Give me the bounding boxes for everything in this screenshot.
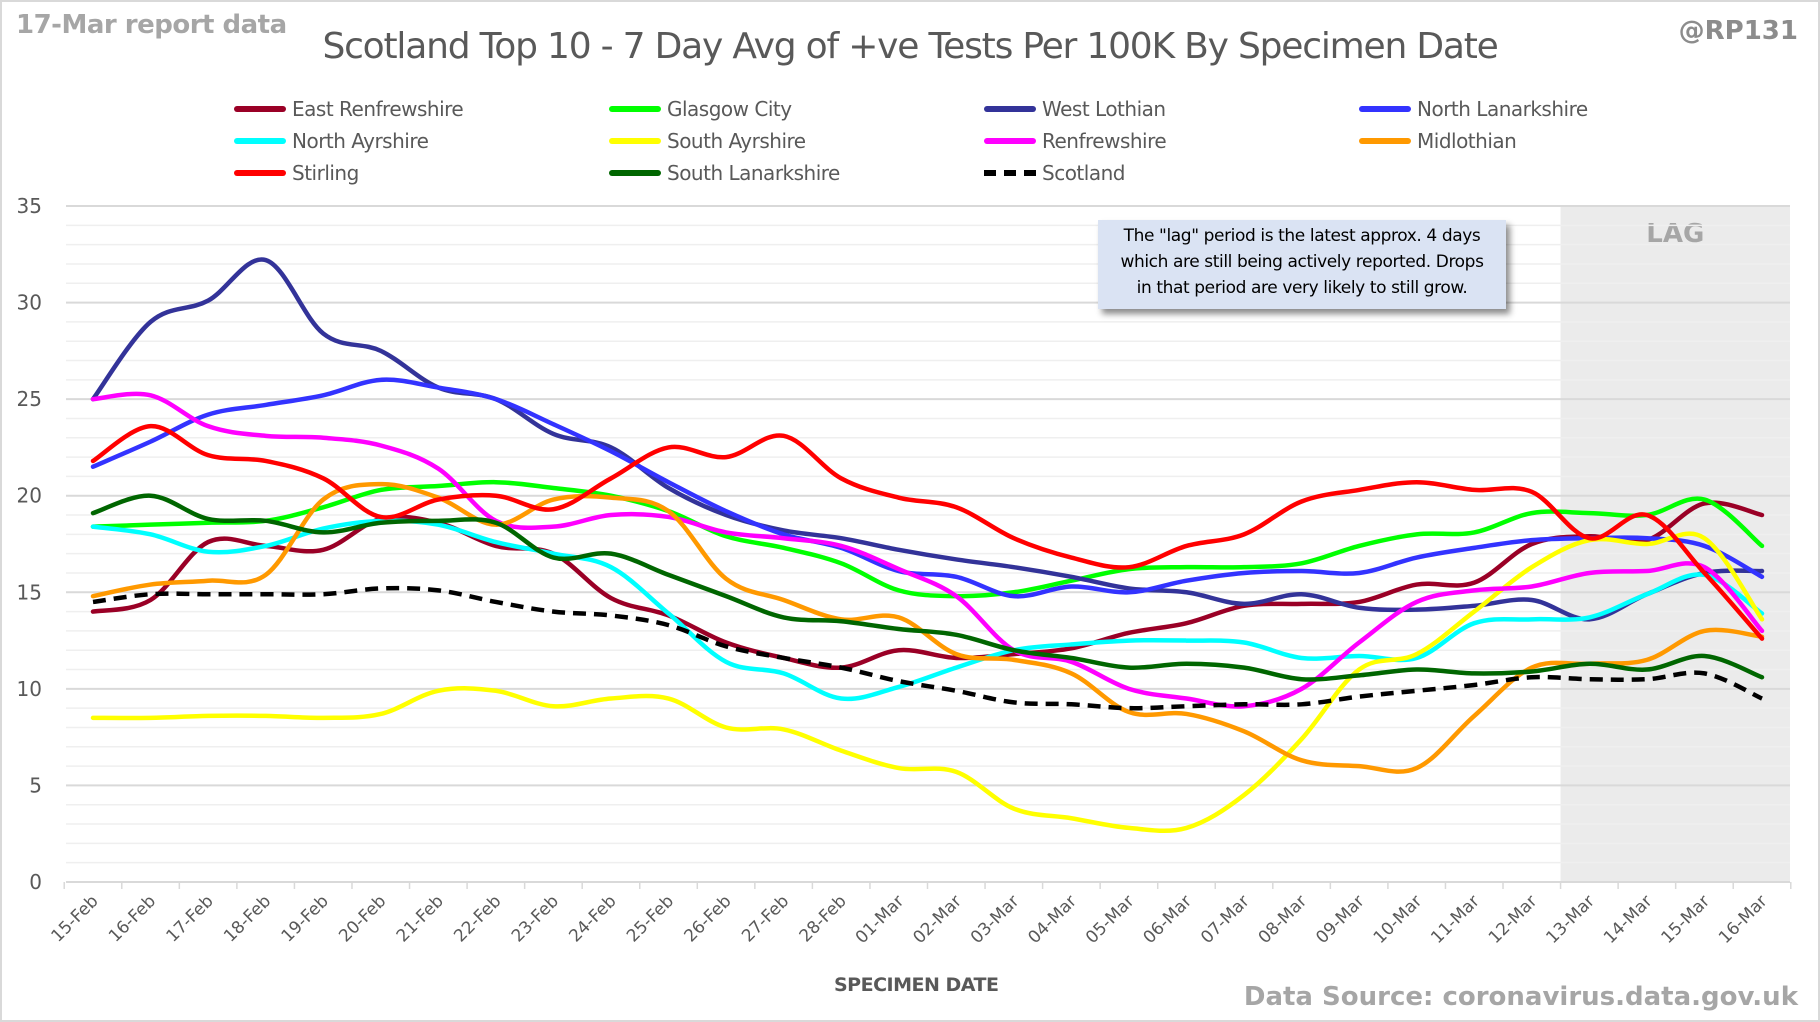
series-line-renfrewshire [90,391,1765,709]
x-tick-label: 08-Mar [1255,891,1311,947]
x-tick-label: 06-Mar [1140,891,1196,947]
y-tick-label: 25 [17,387,42,411]
legend-label: Midlothian [1417,129,1517,153]
x-tick-label: 04-Mar [1024,891,1080,947]
series-line-north-lanarkshire [90,377,1765,599]
legend-label: Scotland [1042,161,1125,185]
legend-label: Stirling [292,161,359,185]
legend-label: East Renfrewshire [292,97,464,121]
x-tick-label: 23-Feb [508,891,563,946]
lag-shaded-region [1560,206,1790,882]
x-tick-label: 15-Mar [1658,891,1714,947]
legend-label: West Lothian [1042,97,1166,121]
series-line-midlothian [90,481,1765,774]
x-tick-label: 25-Feb [623,891,678,946]
legend-swatch [234,138,286,144]
legend: East Renfrewshire Glasgow City West Lothia… [0,94,1820,194]
series-line-scotland [92,585,1763,711]
x-tick-label: 24-Feb [565,891,620,946]
legend-item: North Lanarkshire [1359,94,1588,124]
legend-label: North Lanarkshire [1417,97,1588,121]
legend-swatch [1359,106,1411,112]
legend-swatch [609,106,661,112]
lag-annotation-box: The "lag" period is the latest approx. 4… [1098,220,1506,309]
x-tick-label: 02-Mar [909,891,965,947]
series-line-west-lothian [90,257,1765,622]
x-tick-label: 27-Feb [738,891,793,946]
legend-label: South Lanarkshire [667,161,840,185]
annotation-line: which are still being actively reported.… [1120,252,1484,272]
chart-title: Scotland Top 10 - 7 Day Avg of +ve Tests… [322,26,1498,67]
annotation-line: The "lag" period is the latest approx. 4… [1123,226,1481,246]
x-tick-label: 22-Feb [450,891,505,946]
x-tick-label: 15-Feb [47,891,102,946]
x-tick-label: 14-Mar [1600,891,1656,947]
x-tick-label: 12-Mar [1485,891,1541,947]
x-tick-label: 10-Mar [1370,891,1426,947]
legend-item: Scotland [984,158,1125,188]
legend-item: North Ayrshire [234,126,429,156]
x-tick-label: 28-Feb [796,891,851,946]
x-tick-label: 26-Feb [681,891,736,946]
x-tick-label: 03-Mar [967,891,1023,947]
author-handle: @RP131 [1678,16,1798,46]
series-line-south-lanarkshire [90,493,1765,682]
legend-swatch [1359,138,1411,144]
legend-item: South Ayrshire [609,126,806,156]
legend-swatch [984,170,1036,176]
legend-item: Midlothian [1359,126,1517,156]
legend-label: Renfrewshire [1042,129,1167,153]
x-tick-label: 01-Mar [852,891,908,947]
y-tick-label: 0 [29,870,42,894]
report-date-label: 17-Mar report data [16,10,287,40]
x-tick-label: 13-Mar [1542,891,1598,947]
legend-item: Stirling [234,158,359,188]
x-tick-label: 21-Feb [393,891,448,946]
x-tick-label: 17-Feb [163,891,218,946]
x-tick-label: 20-Feb [335,891,390,946]
legend-item: East Renfrewshire [234,94,464,124]
legend-swatch [609,170,661,176]
x-axis-label: SPECIMEN DATE [834,974,999,996]
y-tick-label: 35 [17,194,42,218]
x-tick-label: 05-Mar [1082,891,1138,947]
x-tick-label: 07-Mar [1197,891,1253,947]
x-tick-label: 18-Feb [220,891,275,946]
legend-item: Renfrewshire [984,126,1167,156]
y-tick-label: 30 [17,291,42,315]
x-tick-label: 16-Mar [1715,891,1771,947]
legend-label: South Ayrshire [667,129,806,153]
legend-swatch [609,138,661,144]
data-source-label: Data Source: coronavirus.data.gov.uk [1243,982,1798,1012]
legend-swatch [234,106,286,112]
legend-swatch [984,106,1036,112]
legend-item: Glasgow City [609,94,792,124]
series-line-stirling [90,423,1765,641]
y-tick-label: 15 [17,580,42,604]
y-tick-label: 10 [17,677,42,701]
y-tick-label: 20 [17,484,42,508]
x-tick-label: 09-Mar [1312,891,1368,947]
legend-label: North Ayrshire [292,129,429,153]
x-tick-label: 16-Feb [105,891,160,946]
legend-swatch [984,138,1036,144]
legend-item: South Lanarkshire [609,158,840,188]
x-tick-label: 19-Feb [278,891,333,946]
annotation-line: in that period are very likely to still … [1136,278,1468,298]
y-tick-label: 5 [29,773,42,797]
legend-label: Glasgow City [667,97,792,121]
legend-item: West Lothian [984,94,1166,124]
series-line-east-renfrewshire [90,500,1765,670]
x-tick-label: 11-Mar [1427,891,1483,947]
legend-swatch [234,170,286,176]
series-line-glasgow-city [90,479,1765,599]
